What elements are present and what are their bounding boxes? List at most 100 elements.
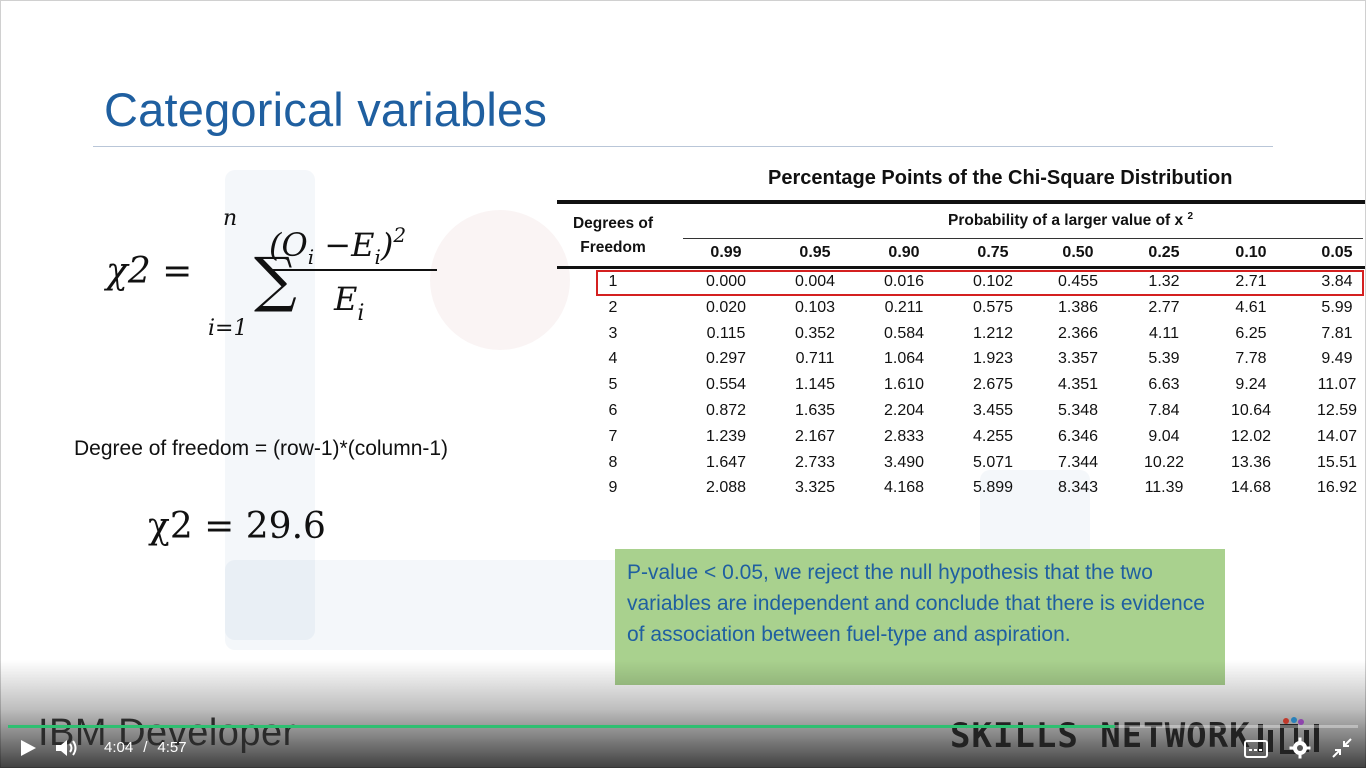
value-cell: 5.39: [1148, 350, 1180, 368]
table-row: 5 0.554 1.145 1.610 2.675 4.351 6.63 9.24 11.07: [560, 376, 1366, 402]
value-cell: 12.02: [1230, 427, 1272, 445]
title-divider: [93, 146, 1273, 147]
table-row: 8 1.647 2.733 3.490 5.071 7.344 10.22 13.36 15.5…: [560, 454, 1366, 480]
value-cell: 0.211: [884, 298, 924, 316]
value-cell: 1.635: [794, 402, 836, 419]
value-cell: 2.167: [794, 427, 836, 445]
df-cell: 3: [608, 324, 618, 342]
df-cell: 7: [608, 427, 618, 445]
value-cell: 7.344: [1057, 453, 1099, 471]
volume-icon[interactable]: [54, 737, 80, 759]
video-player-bar: [0, 660, 1366, 768]
value-cell: 1.923: [972, 350, 1014, 368]
value-cell: 9.49: [1321, 350, 1353, 368]
value-cell: 1.064: [883, 350, 925, 368]
df-cell: 8: [608, 453, 618, 471]
value-cell: 0.016: [883, 273, 925, 290]
df-cell: 5: [608, 376, 618, 394]
value-cell: 2.77: [1148, 298, 1180, 316]
df-cell: 6: [608, 402, 618, 419]
value-cell: 0.297: [705, 350, 747, 368]
ibm-developer-logo: IBM Developer: [38, 712, 296, 754]
value-cell: 2.675: [972, 376, 1014, 394]
value-cell: 9.24: [1235, 376, 1267, 394]
value-cell: 16.92: [1316, 479, 1358, 497]
value-cell: 8.343: [1057, 479, 1099, 497]
table-title: Percentage Points of the Chi-Square Dist…: [768, 167, 1233, 189]
slide-title: Categorical variables: [104, 83, 548, 136]
value-cell: 11.07: [1317, 376, 1357, 394]
value-cell: 0.455: [1057, 273, 1099, 290]
table-top-rule: [557, 200, 1365, 204]
value-cell: 2.733: [794, 453, 836, 471]
table-row: 9 2.088 3.325 4.168 5.899 8.343 11.39 14.68 16.9…: [560, 479, 1366, 505]
value-cell: 10.64: [1230, 402, 1272, 419]
table-row: 3 0.115 0.352 0.584 1.212 2.366 4.11 6.25 7.81: [560, 325, 1366, 351]
df-cell: 1: [608, 273, 618, 290]
formula-sum-bottom: i=1: [208, 316, 247, 341]
formula-lhs: χ2 =: [104, 251, 192, 292]
watermark-shape: [225, 170, 315, 640]
value-cell: 0.103: [794, 298, 836, 316]
value-cell: 15.51: [1316, 453, 1358, 471]
column-header: 0.75: [977, 244, 1009, 261]
table-row: 6 0.872 1.635 2.204 3.455 5.348 7.84 10.64 12.59: [560, 402, 1366, 428]
progress-bar[interactable]: [8, 725, 1358, 728]
column-header: 0.25: [1148, 244, 1180, 261]
value-cell: 14.07: [1316, 427, 1358, 445]
degree-of-freedom-text: Degree of freedom = (row-1)*(column-1): [74, 437, 449, 460]
value-cell: 3.455: [972, 402, 1014, 419]
value-cell: 6.346: [1057, 427, 1099, 445]
dof-header: Degrees of Freedom: [572, 215, 654, 256]
value-cell: 0.000: [705, 273, 747, 290]
column-header: 0.10: [1235, 244, 1267, 261]
value-cell: 2.366: [1057, 324, 1099, 342]
value-cell: 1.386: [1057, 298, 1099, 316]
captions-icon[interactable]: [1244, 740, 1268, 758]
gear-icon[interactable]: [1289, 737, 1311, 759]
duration: 4:57: [157, 739, 187, 756]
header-divider: [683, 238, 1363, 239]
value-cell: 3.490: [883, 453, 925, 471]
skills-network-logo: SKILLS NETWORK: [950, 716, 1251, 756]
value-cell: 0.352: [794, 324, 836, 342]
current-time: 4:04: [104, 739, 134, 756]
value-cell: 14.68: [1230, 479, 1272, 497]
chi-square-value: χ2 = 29.6: [148, 506, 326, 547]
value-cell: 4.351: [1057, 376, 1099, 394]
value-cell: 5.348: [1057, 402, 1099, 419]
value-cell: 0.584: [883, 324, 925, 342]
table-row: 1 0.000 0.004 0.016 0.102 0.455 1.32 2.71 3.84: [560, 273, 1366, 299]
value-cell: 11.39: [1144, 479, 1184, 497]
value-cell: 5.071: [972, 453, 1014, 471]
value-cell: 0.004: [794, 273, 836, 290]
value-cell: 3.325: [794, 479, 836, 497]
value-cell: 0.554: [705, 376, 747, 394]
watermark-shape: [430, 210, 570, 350]
formula-sum-top: n: [223, 206, 237, 231]
value-cell: 2.204: [883, 402, 925, 419]
value-cell: 6.25: [1235, 324, 1267, 342]
value-cell: 2.088: [705, 479, 747, 497]
value-cell: 4.255: [972, 427, 1014, 445]
table-row: 4 0.297 0.711 1.064 1.923 3.357 5.39 7.78 9.49: [560, 350, 1366, 376]
value-cell: 5.99: [1321, 298, 1353, 316]
value-cell: 7.84: [1148, 402, 1180, 419]
table-row: 2 0.020 0.103 0.211 0.575 1.386 2.77 4.61 5.99: [560, 299, 1366, 325]
value-cell: 7.78: [1235, 350, 1267, 368]
value-cell: 0.102: [972, 273, 1014, 290]
value-cell: 0.711: [795, 350, 835, 368]
exit-fullscreen-icon[interactable]: [1331, 737, 1353, 759]
value-cell: 1.32: [1148, 273, 1180, 290]
value-cell: 13.36: [1230, 453, 1272, 471]
skills-network-icon: [1258, 717, 1319, 754]
play-icon[interactable]: [18, 738, 38, 758]
value-cell: 6.63: [1148, 376, 1180, 394]
value-cell: 0.872: [705, 402, 747, 419]
time-display: 4:04/4:57: [104, 739, 187, 756]
value-cell: 1.212: [972, 324, 1014, 342]
formula-denominator: Ei: [333, 280, 364, 326]
value-cell: 0.115: [706, 324, 746, 342]
value-cell: 1.239: [705, 427, 747, 445]
value-cell: 10.22: [1143, 453, 1185, 471]
